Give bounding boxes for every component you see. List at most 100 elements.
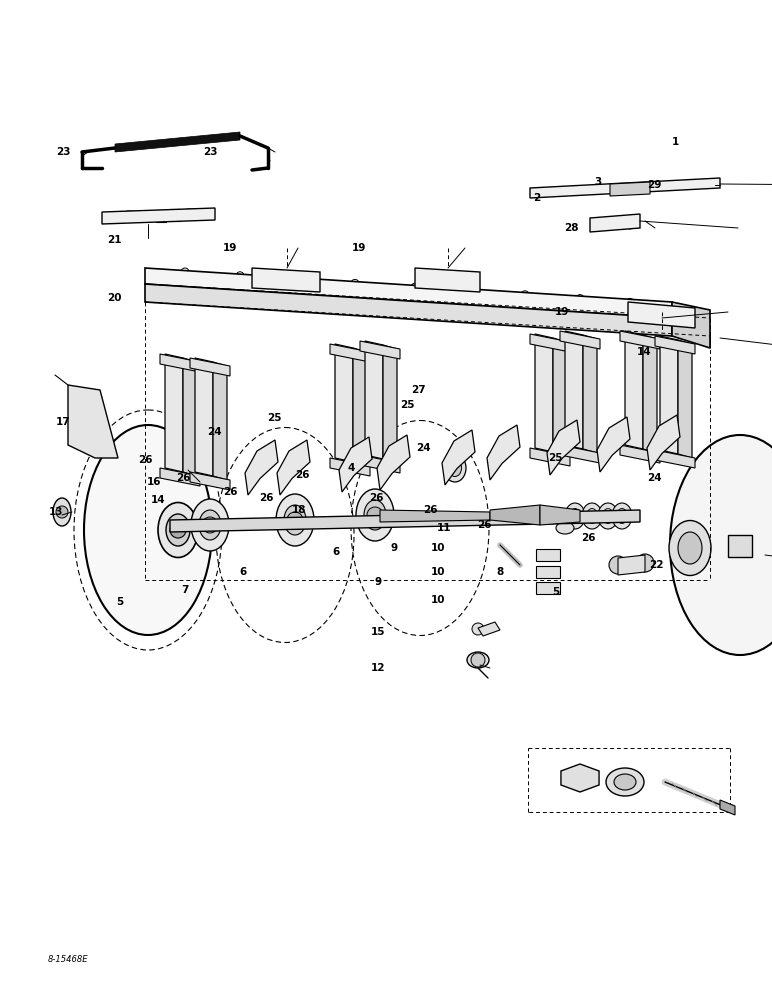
Ellipse shape: [444, 454, 466, 482]
Polygon shape: [610, 182, 650, 196]
Polygon shape: [565, 331, 583, 449]
Polygon shape: [560, 331, 600, 349]
Text: 9: 9: [374, 577, 382, 587]
Polygon shape: [190, 358, 230, 376]
Ellipse shape: [449, 460, 462, 477]
Polygon shape: [383, 345, 397, 463]
Ellipse shape: [179, 209, 201, 219]
Text: 26: 26: [370, 493, 384, 503]
Circle shape: [262, 272, 268, 278]
Text: 27: 27: [411, 385, 425, 395]
Text: 8-15468E: 8-15468E: [48, 956, 89, 964]
Polygon shape: [442, 430, 475, 485]
Circle shape: [236, 272, 244, 280]
Circle shape: [677, 308, 683, 314]
Circle shape: [544, 188, 551, 196]
Text: 12: 12: [371, 663, 385, 673]
Polygon shape: [380, 510, 490, 522]
Circle shape: [637, 315, 643, 321]
Circle shape: [521, 291, 529, 299]
Ellipse shape: [670, 435, 772, 655]
Polygon shape: [377, 435, 410, 490]
Text: 19: 19: [352, 243, 366, 253]
Polygon shape: [530, 448, 570, 466]
Text: 26: 26: [259, 493, 273, 503]
Polygon shape: [160, 468, 200, 486]
Circle shape: [637, 305, 643, 311]
Polygon shape: [190, 472, 230, 490]
Polygon shape: [490, 505, 540, 525]
Text: 24: 24: [648, 473, 662, 483]
Polygon shape: [583, 335, 597, 453]
Text: 23: 23: [56, 147, 70, 157]
Polygon shape: [339, 437, 372, 492]
Polygon shape: [660, 336, 678, 454]
Bar: [170, 209, 180, 221]
Polygon shape: [487, 425, 520, 480]
Polygon shape: [252, 268, 320, 292]
Polygon shape: [590, 214, 640, 232]
Polygon shape: [245, 440, 278, 495]
Polygon shape: [620, 331, 660, 349]
Text: 15: 15: [371, 627, 385, 637]
Text: 26: 26: [177, 473, 191, 483]
Text: 8: 8: [496, 567, 504, 577]
Polygon shape: [213, 362, 227, 480]
Circle shape: [462, 284, 468, 290]
Text: 26: 26: [138, 455, 152, 465]
Polygon shape: [165, 354, 183, 472]
Ellipse shape: [364, 500, 386, 530]
Ellipse shape: [191, 499, 229, 551]
Circle shape: [627, 223, 633, 229]
Polygon shape: [620, 445, 660, 463]
Polygon shape: [415, 268, 480, 292]
Text: 21: 21: [107, 235, 121, 245]
Polygon shape: [330, 344, 370, 362]
Polygon shape: [183, 358, 197, 476]
Text: 14: 14: [638, 347, 652, 357]
Ellipse shape: [669, 520, 711, 576]
Text: 19: 19: [223, 243, 237, 253]
Ellipse shape: [614, 774, 636, 790]
Ellipse shape: [199, 510, 221, 540]
Text: 11: 11: [437, 523, 451, 533]
Bar: [536, 566, 560, 578]
Circle shape: [595, 219, 601, 225]
Ellipse shape: [598, 503, 618, 529]
Circle shape: [181, 268, 189, 276]
Circle shape: [170, 522, 186, 538]
Ellipse shape: [119, 211, 141, 221]
Ellipse shape: [570, 508, 581, 524]
Text: 9: 9: [390, 543, 398, 553]
Polygon shape: [353, 348, 367, 466]
Polygon shape: [170, 510, 640, 532]
Circle shape: [291, 276, 299, 284]
Polygon shape: [115, 132, 240, 152]
Circle shape: [262, 282, 268, 288]
Ellipse shape: [53, 498, 71, 526]
Ellipse shape: [356, 489, 394, 541]
Text: 4: 4: [347, 463, 355, 473]
Polygon shape: [628, 302, 695, 328]
Ellipse shape: [565, 503, 585, 529]
Ellipse shape: [467, 652, 489, 668]
Text: 1: 1: [672, 137, 679, 147]
Circle shape: [351, 279, 359, 287]
Text: 3: 3: [594, 177, 602, 187]
Polygon shape: [561, 764, 599, 792]
Circle shape: [367, 507, 383, 523]
Polygon shape: [618, 555, 645, 575]
Ellipse shape: [84, 425, 212, 635]
Circle shape: [595, 225, 601, 231]
Ellipse shape: [158, 502, 198, 558]
Text: 10: 10: [432, 567, 445, 577]
Polygon shape: [68, 385, 118, 458]
Circle shape: [626, 298, 634, 306]
Polygon shape: [530, 178, 720, 198]
Circle shape: [287, 512, 303, 528]
Bar: [536, 549, 560, 561]
Text: 23: 23: [203, 147, 217, 157]
Polygon shape: [655, 450, 695, 468]
Text: 25: 25: [401, 400, 415, 410]
Text: 17: 17: [56, 417, 70, 427]
